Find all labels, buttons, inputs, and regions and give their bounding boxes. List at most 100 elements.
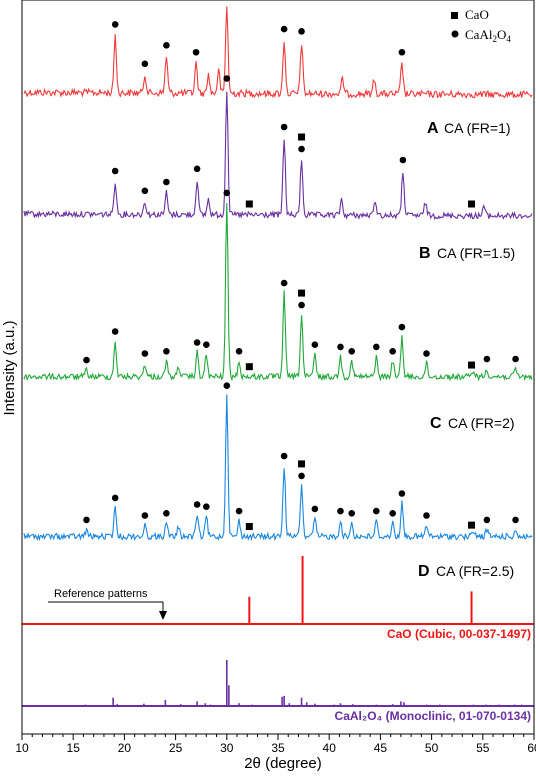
xrd-trace-b	[23, 91, 533, 220]
trace-layer	[23, 6, 533, 542]
caal2o4-peak-marker	[398, 48, 406, 56]
caal2o4-peak-marker	[193, 339, 201, 346]
caal2o4-peak-marker	[223, 75, 231, 82]
caal2o4-peak-marker	[311, 341, 319, 349]
reference-annotation: Reference patterns	[48, 588, 167, 620]
x-tick-label: 50	[425, 741, 439, 755]
caal2o4-peak-marker	[141, 512, 149, 519]
caal2o4-peak-marker	[423, 350, 430, 357]
caal2o4-peak-marker	[298, 145, 305, 153]
y-axis-title: Intensity (a.u.)	[1, 320, 18, 415]
cao-peak-marker	[245, 363, 253, 371]
caal2o4-peak-marker	[223, 382, 231, 390]
reference-layer: CaO (Cubic, 00-037-1497) CaAl₂O₄ (Monocli…	[22, 556, 534, 723]
caal2o4-peak-marker	[483, 355, 491, 363]
x-axis: 10 15 20 25 30 35 40 45 50 55 60	[15, 734, 536, 755]
caal2o4-peak-marker	[483, 516, 491, 524]
caal2o4-peak-marker	[193, 501, 201, 508]
caal2o4-peak-marker	[280, 452, 288, 460]
caal2o4-peak-marker	[398, 323, 406, 331]
caal2o4-peak-marker	[423, 512, 430, 519]
caal2o4-peak-marker	[141, 60, 149, 68]
cao-peak-marker	[298, 133, 306, 141]
reference-label: CaO (Cubic, 00-037-1497)	[387, 627, 531, 641]
xrd-trace-a	[23, 6, 533, 99]
cao-peak-marker	[468, 361, 476, 369]
caal2o4-peak-marker	[163, 510, 170, 517]
caal2o4-peak-marker	[373, 507, 380, 515]
cao-peak-marker	[245, 523, 253, 530]
caal2o4-peak-marker	[337, 343, 344, 351]
trace-label-b: CA (FR=1.5)	[437, 245, 515, 261]
xrd-trace-c	[23, 202, 533, 382]
caal2o4-peak-marker	[398, 490, 406, 497]
caal2o4-peak-marker	[280, 279, 288, 287]
trace-letter-b: B	[419, 245, 431, 262]
caal2o4-peak-marker	[389, 510, 396, 517]
caal2o4-peak-marker	[311, 505, 319, 513]
legend-label-caal2o4: CaAl2O4	[465, 27, 511, 44]
reference-label: CaAl₂O₄ (Monoclinic, 01-070-0134)	[335, 709, 531, 723]
caal2o4-peak-marker	[163, 348, 170, 355]
caal2o4-peak-marker	[111, 328, 119, 335]
trace-label-d: CA (FR=2.5)	[436, 563, 514, 579]
cao-peak-marker	[298, 289, 306, 297]
caal2o4-peak-marker	[348, 348, 356, 355]
x-tick-label: 25	[169, 741, 183, 755]
caal2o4-peak-marker	[83, 516, 90, 524]
cao-peak-marker	[245, 200, 253, 208]
caal2o4-peak-marker	[298, 301, 305, 309]
legend-circle-marker	[451, 30, 459, 38]
cao-peak-marker	[468, 200, 476, 208]
trace-label-a: CA (FR=1)	[444, 120, 511, 136]
arrow-down-icon	[159, 611, 167, 620]
caal2o4-peak-marker	[512, 516, 519, 524]
caal2o4-peak-marker	[111, 494, 119, 502]
caal2o4-peak-marker	[373, 343, 380, 351]
caal2o4-peak-marker	[235, 507, 243, 515]
xrd-trace-d	[23, 394, 533, 542]
trace-label-c: CA (FR=2)	[448, 415, 515, 431]
caal2o4-peak-marker	[163, 178, 170, 186]
peak-marker-layer: A CA (FR=1) B CA (FR=1.5) C CA (FR=2) D CA (FR=…	[83, 21, 519, 580]
legend: CaO CaAl2O4	[451, 7, 511, 44]
legend-square-marker	[451, 12, 458, 19]
x-tick-label: 35	[271, 741, 285, 755]
x-tick-label: 15	[67, 741, 81, 755]
caal2o4-peak-marker	[203, 503, 210, 511]
x-tick-label: 30	[220, 741, 234, 755]
caal2o4-peak-marker	[298, 472, 305, 480]
cao-peak-marker	[468, 521, 476, 529]
caal2o4-peak-marker	[193, 165, 201, 173]
caal2o4-peak-marker	[235, 348, 243, 355]
caal2o4-peak-marker	[203, 341, 210, 349]
caal2o4-peak-marker	[192, 48, 200, 56]
caal2o4-peak-marker	[280, 25, 288, 33]
caal2o4-peak-marker	[512, 355, 519, 363]
x-tick-label: 10	[15, 741, 29, 755]
x-tick-label: 55	[476, 741, 490, 755]
reference-annotation-text: Reference patterns	[54, 588, 148, 600]
x-tick-label: 60	[527, 741, 536, 755]
caal2o4-peak-marker	[223, 189, 231, 197]
legend-label-cao: CaO	[465, 7, 489, 22]
cao-peak-marker	[298, 460, 306, 468]
caal2o4-peak-marker	[83, 356, 90, 364]
caal2o4-peak-marker	[141, 350, 149, 357]
trace-letter-c: C	[430, 415, 442, 432]
caal2o4-peak-marker	[399, 156, 407, 164]
caal2o4-peak-marker	[389, 348, 396, 355]
caal2o4-peak-marker	[337, 507, 344, 515]
caal2o4-peak-marker	[280, 123, 288, 131]
caal2o4-peak-marker	[141, 187, 149, 195]
trace-letter-d: D	[418, 563, 430, 580]
x-tick-label: 45	[374, 741, 388, 755]
caal2o4-peak-marker	[348, 510, 356, 517]
x-axis-title: 2θ (degree)	[244, 755, 322, 772]
caal2o4-peak-marker	[111, 21, 119, 28]
x-tick-label: 40	[323, 741, 337, 755]
caal2o4-peak-marker	[111, 167, 119, 175]
caal2o4-peak-marker	[298, 28, 305, 35]
trace-letter-a: A	[427, 120, 439, 137]
